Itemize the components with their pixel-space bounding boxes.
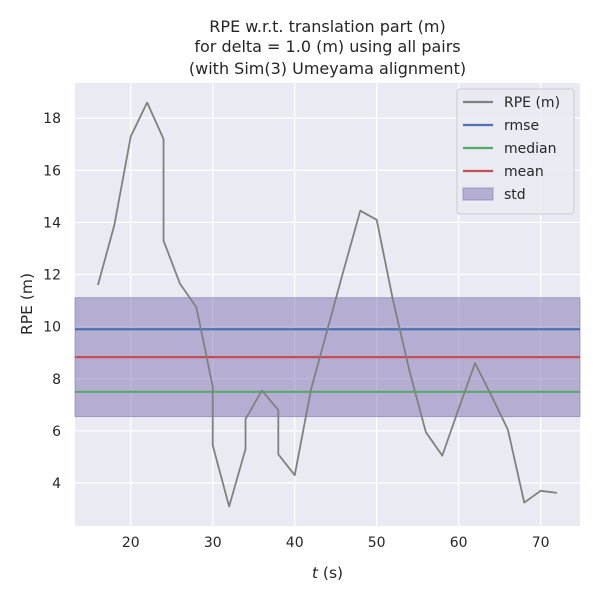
legend-box [456,88,575,215]
x-tick-label: 40 [286,535,304,551]
x-tick-label: 50 [368,535,386,551]
chart-title: RPE w.r.t. translation part (m) for delt… [189,17,466,78]
y-axis-label: RPE (m) [18,273,36,335]
x-axis-label: t (s) [312,564,343,582]
legend-label: rmse [504,118,539,134]
x-axis-var: t [312,564,319,582]
legend-label: RPE (m) [504,95,560,111]
legend-label: std [504,187,526,203]
rpe-series-line [97,101,558,508]
title-line-2: for delta = 1.0 (m) using all pairs [194,37,460,56]
y-tick-label: 8 [52,372,61,388]
legend-swatch-std [462,187,494,201]
y-tick-label: 16 [43,163,61,179]
title-line-3: (with Sim(3) Umeyama alignment) [189,59,466,78]
y-tick-label: 4 [52,476,61,492]
tick-labels: 20 30 40 50 60 70 4 6 8 10 12 14 16 18 [43,111,549,551]
legend-label: median [504,141,556,157]
y-tick-label: 6 [52,424,61,440]
legend: RPE (m) rmse median mean std [456,88,575,215]
y-tick-label: 14 [43,215,61,231]
series-layer [97,101,558,508]
x-tick-label: 30 [204,535,222,551]
legend-label: mean [504,164,544,180]
x-tick-label: 20 [122,535,140,551]
x-axis-unit: (s) [318,564,343,582]
y-tick-label: 18 [43,111,61,127]
x-tick-label: 60 [450,535,468,551]
title-line-1: RPE w.r.t. translation part (m) [209,17,445,36]
x-tick-label: 70 [532,535,550,551]
y-tick-label: 10 [43,320,61,336]
y-tick-label: 12 [43,268,61,284]
